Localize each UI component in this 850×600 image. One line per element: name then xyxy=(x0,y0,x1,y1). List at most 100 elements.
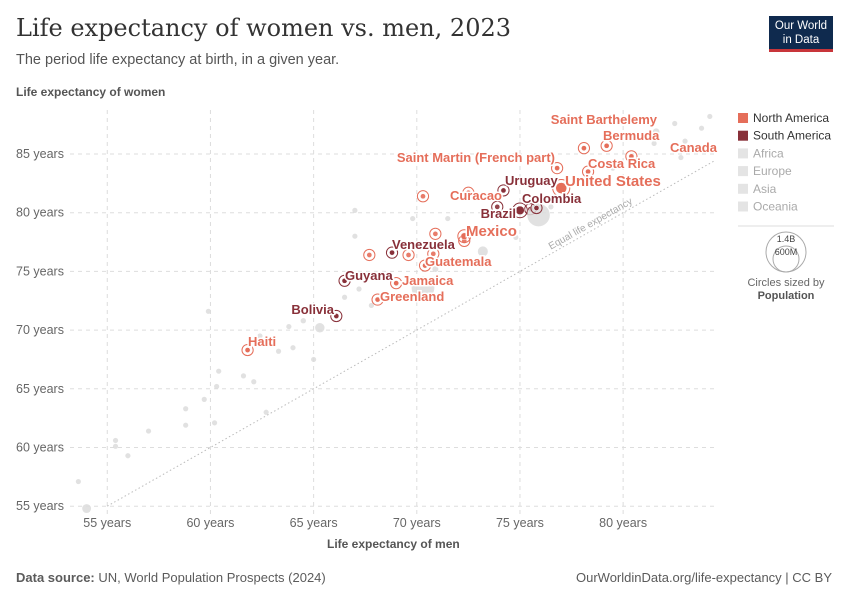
legend-swatch xyxy=(738,201,748,212)
point-halo xyxy=(418,259,432,272)
point-halo xyxy=(241,343,254,357)
point-label: Uruguay xyxy=(505,173,559,188)
data-point xyxy=(263,409,269,415)
data-point-mexico xyxy=(460,232,468,240)
source-label: Data source: xyxy=(16,570,95,585)
data-point xyxy=(356,286,362,292)
data-point-uruguay xyxy=(500,187,507,194)
legend-swatch xyxy=(738,148,748,159)
y-tick-label: 70 years xyxy=(16,323,64,337)
data-point xyxy=(290,345,296,351)
equal-line xyxy=(107,160,715,507)
point-label: Saint Martin (French part) xyxy=(397,150,555,165)
logo-text: Our World in Data xyxy=(774,20,828,46)
source-text[interactable]: UN, World Population Prospects (2024) xyxy=(98,570,326,585)
data-point xyxy=(216,368,222,374)
data-point-costa-rica xyxy=(585,168,591,175)
data-point xyxy=(214,383,220,390)
point-halo xyxy=(581,165,595,178)
point-label: Curacao xyxy=(450,188,502,203)
x-tick-label: 70 years xyxy=(393,516,441,530)
size-legend-circle-small xyxy=(772,245,800,273)
data-point xyxy=(265,341,271,347)
data-point xyxy=(112,443,119,449)
x-tick-label: 65 years xyxy=(290,516,338,530)
chart-subtitle: The period life expectancy at birth, in … xyxy=(16,52,340,68)
point-halo xyxy=(512,202,528,219)
legend-swatch xyxy=(738,113,748,123)
data-point xyxy=(201,396,207,402)
data-point-greenland xyxy=(374,296,381,303)
point-label: Brazil xyxy=(481,206,516,221)
y-axis-label: Life expectancy of women xyxy=(16,85,166,99)
point-halo xyxy=(429,227,442,240)
data-point xyxy=(251,379,257,385)
y-tick-label: 65 years xyxy=(16,382,64,396)
data-point-jamaica xyxy=(393,280,400,287)
data-point xyxy=(311,356,317,363)
data-point xyxy=(366,252,373,258)
point-label: Haiti xyxy=(248,334,276,349)
y-tick-label: 55 years xyxy=(16,499,64,513)
point-halo xyxy=(338,274,351,287)
legend-item-oceania: Oceania xyxy=(753,200,798,214)
owid-logo[interactable]: Our World in Data xyxy=(769,16,833,52)
data-point-guyana xyxy=(341,277,348,284)
data-point xyxy=(589,179,595,185)
point-halo xyxy=(416,190,430,203)
data-point xyxy=(432,230,439,237)
data-point xyxy=(432,266,439,273)
point-label: Saint Barthelemy xyxy=(551,112,658,127)
size-legend-value: 1.4B xyxy=(777,234,796,244)
point-halo xyxy=(551,162,564,175)
point-label: Venezuela xyxy=(392,237,456,252)
point-halo xyxy=(625,150,638,163)
legend-item-africa: Africa xyxy=(753,146,784,160)
point-label: United States xyxy=(565,173,661,190)
point-label: Mexico xyxy=(466,223,517,240)
data-point xyxy=(112,437,119,444)
legend-swatch xyxy=(738,166,748,177)
y-tick-label: 75 years xyxy=(16,264,64,278)
data-point xyxy=(125,453,131,459)
point-label: Bermuda xyxy=(603,128,660,143)
point-label: Costa Rica xyxy=(588,156,656,171)
data-point xyxy=(597,177,604,183)
data-point xyxy=(75,478,81,485)
point-label: Guyana xyxy=(345,268,393,283)
size-legend-variable: Population xyxy=(758,290,815,302)
data-point xyxy=(240,373,247,379)
point-halo xyxy=(385,246,399,259)
data-point xyxy=(410,215,416,222)
point-label: Colombia xyxy=(522,191,582,206)
x-tick-label: 75 years xyxy=(496,516,544,530)
data-point-curacao xyxy=(465,189,472,196)
data-point xyxy=(389,295,395,302)
point-halo xyxy=(363,248,376,262)
license-link[interactable]: OurWorldinData.org/life-expectancy | CC … xyxy=(575,570,832,585)
point-halo xyxy=(462,186,475,199)
data-point xyxy=(286,323,292,330)
data-point xyxy=(698,125,705,131)
point-label: Bolivia xyxy=(291,302,334,317)
y-tick-label: 80 years xyxy=(16,206,64,220)
x-axis-label: Life expectancy of men xyxy=(327,537,460,551)
data-point xyxy=(637,160,643,167)
point-label: Jamaica xyxy=(402,273,454,288)
size-legend-value: 600M xyxy=(775,247,798,257)
size-legend-title: Circles sized by xyxy=(747,277,825,289)
data-point xyxy=(352,233,358,239)
point-halo xyxy=(371,293,384,306)
data-point xyxy=(341,294,348,300)
data-point-canada xyxy=(628,153,635,160)
data-point xyxy=(445,215,451,222)
data-point-saint-barthelemy xyxy=(581,145,587,152)
data-point xyxy=(205,308,211,314)
legend-swatch xyxy=(738,183,748,194)
point-label: Canada xyxy=(670,140,718,155)
data-point xyxy=(315,323,325,333)
data-point xyxy=(183,406,189,412)
point-halo xyxy=(530,201,543,215)
data-point-bolivia xyxy=(333,313,340,319)
